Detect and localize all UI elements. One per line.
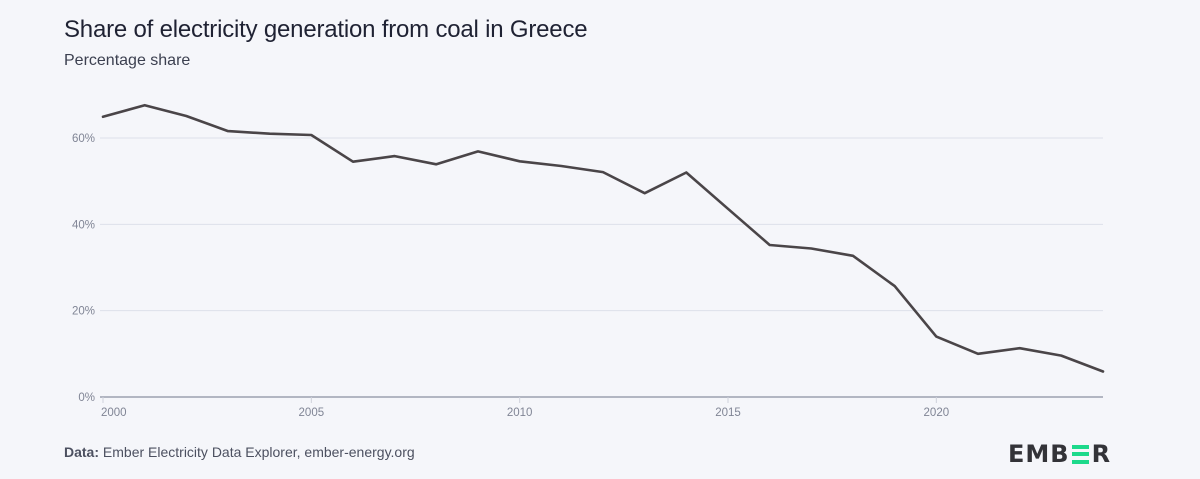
series-group xyxy=(101,103,1105,373)
y-tick-label: 60% xyxy=(72,133,95,145)
logo-text-left: EMB xyxy=(1008,440,1070,468)
y-tick-label: 20% xyxy=(72,306,95,318)
chart-title: Share of electricity generation from coa… xyxy=(64,16,588,43)
ember-logo: EMB R xyxy=(1008,440,1111,468)
y-axis-ticks: 0% 20% 40% 60% xyxy=(72,133,95,404)
y-tick-label: 40% xyxy=(72,219,95,231)
logo-text-right: R xyxy=(1091,440,1112,468)
chart-subtitle: Percentage share xyxy=(64,52,191,69)
x-tick-label: 2005 xyxy=(299,407,325,419)
x-tick-label: 2010 xyxy=(507,407,533,419)
data-source-text: Ember Electricity Data Explorer, ember-e… xyxy=(102,444,415,460)
gridlines xyxy=(100,137,1103,312)
logo-e-bars-icon xyxy=(1071,444,1089,464)
y-tick-label: 0% xyxy=(78,392,95,404)
x-tick-label: 2020 xyxy=(924,407,950,419)
x-tick-label: 2000 xyxy=(101,407,127,419)
x-tick-label: 2015 xyxy=(715,407,741,419)
x-axis: 2000 2005 2010 2015 2020 xyxy=(100,396,1103,419)
data-source-label: Data: xyxy=(64,444,100,460)
data-source: Data: Ember Electricity Data Explorer, e… xyxy=(64,444,415,460)
series-line-coal xyxy=(101,103,1105,373)
